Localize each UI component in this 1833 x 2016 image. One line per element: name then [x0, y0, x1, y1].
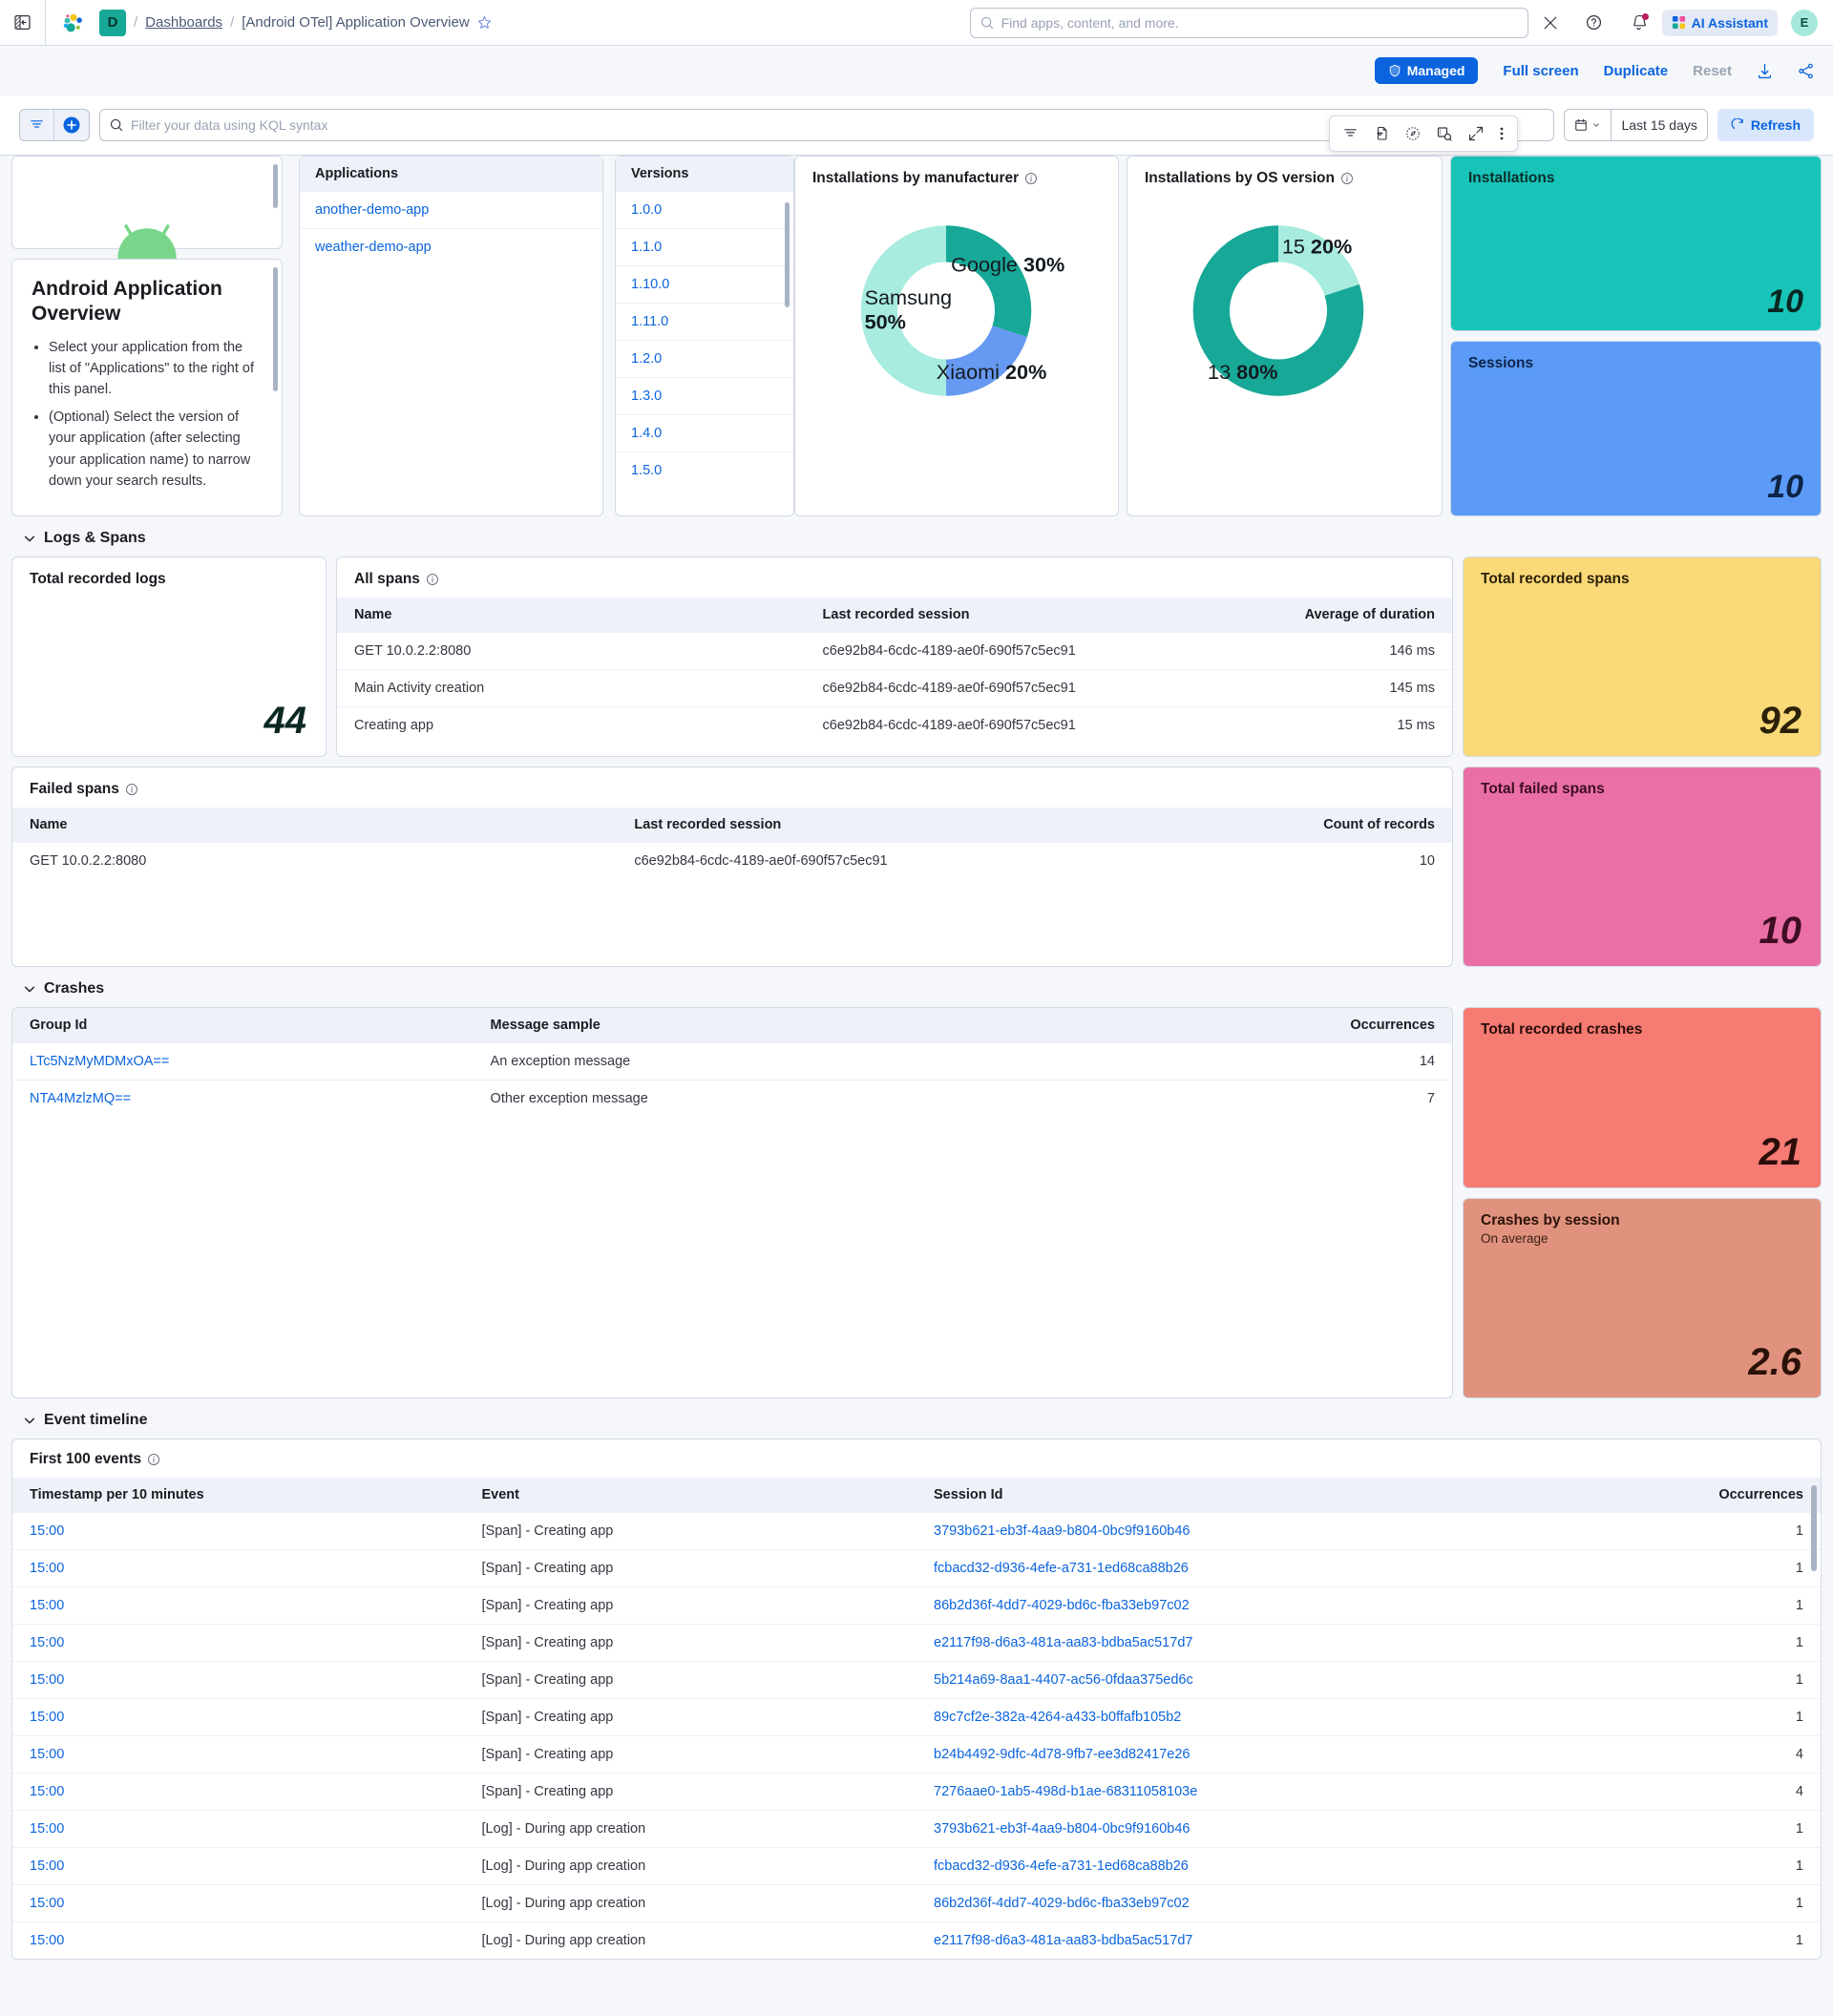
svg-text:15 20%: 15 20% — [1282, 235, 1352, 259]
svg-text:13 80%: 13 80% — [1208, 360, 1277, 384]
svg-text:50%: 50% — [865, 310, 906, 334]
svg-text:Google 30%: Google 30% — [951, 253, 1064, 277]
svg-text:Samsung: Samsung — [865, 285, 953, 309]
svg-text:Xiaomi 20%: Xiaomi 20% — [937, 360, 1047, 384]
